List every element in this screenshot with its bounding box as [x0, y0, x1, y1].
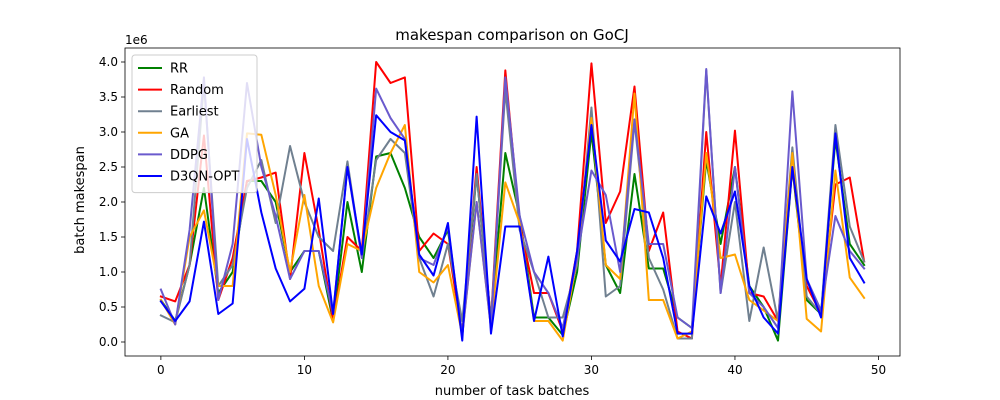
- x-tick-label: 30: [584, 363, 599, 377]
- y-tick-label: 0.0: [99, 335, 118, 349]
- y-tick-label: 1.0: [99, 265, 118, 279]
- y-tick-label: 1.5: [99, 230, 118, 244]
- chart-title: makespan comparison on GoCJ: [395, 26, 629, 44]
- x-tick-label: 10: [297, 363, 312, 377]
- y-tick-label: 4.0: [99, 55, 118, 69]
- legend-label-ga: GA: [170, 126, 189, 141]
- y-tick-label: 3.0: [99, 125, 118, 139]
- series-line-d3qn-opt: [159, 114, 866, 342]
- y-tick-label: 0.5: [99, 300, 118, 314]
- x-tick-label: 50: [871, 363, 886, 377]
- x-tick-label: 20: [440, 363, 455, 377]
- legend-label-rr: RR: [170, 62, 188, 77]
- x-tick-label: 0: [157, 363, 165, 377]
- legend-label-d3qn-opt: D3QN-OPT: [170, 170, 239, 185]
- legend-label-random: Random: [170, 83, 224, 98]
- legend-box: [131, 54, 258, 194]
- y-offset-label: 1e6: [125, 33, 148, 47]
- x-axis-label: number of task batches: [435, 384, 590, 399]
- y-tick-label: 3.5: [99, 90, 118, 104]
- series-line-ga: [159, 92, 866, 342]
- plot-area: [159, 61, 866, 342]
- y-tick-label: 2.5: [99, 160, 118, 174]
- legend-label-ddpg: DDPG: [170, 148, 208, 163]
- legend-label-earliest: Earliest: [170, 105, 219, 120]
- y-tick-label: 2.0: [99, 195, 118, 209]
- legend: RR Random Earliest GA DDPG D3QN-OPT: [131, 54, 258, 194]
- x-tick-label: 40: [727, 363, 742, 377]
- y-axis-label: batch makespan: [73, 146, 88, 254]
- axes: 0 10 20 30 40 50 0.0 0.5 1.0 1.5 2.0 2.5 3.0 3.5 4.0: [99, 47, 901, 377]
